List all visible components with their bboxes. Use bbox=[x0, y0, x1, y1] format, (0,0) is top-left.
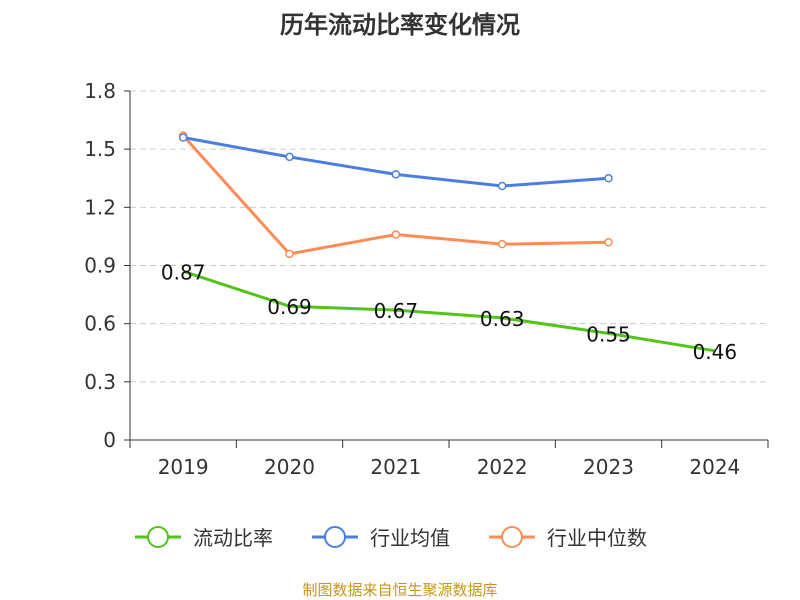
y-tick-label: 0.3 bbox=[84, 370, 116, 394]
legend-label: 流动比率 bbox=[193, 526, 273, 550]
data-point bbox=[604, 174, 613, 183]
data-point bbox=[285, 249, 294, 259]
x-tick-label: 2021 bbox=[370, 455, 421, 479]
y-tick-label: 1.5 bbox=[84, 137, 116, 161]
y-tick-label: 0 bbox=[103, 428, 116, 452]
data-point bbox=[178, 133, 188, 142]
legend-marker bbox=[147, 526, 169, 548]
legend-label: 行业中位数 bbox=[547, 526, 647, 550]
legend-marker bbox=[501, 526, 523, 548]
data-point bbox=[285, 152, 294, 162]
x-tick-label: 2020 bbox=[264, 455, 315, 479]
y-tick-label: 1.8 bbox=[84, 79, 116, 103]
data-point bbox=[497, 181, 507, 191]
x-tick-label: 2022 bbox=[477, 455, 528, 479]
legend-marker bbox=[324, 526, 346, 548]
data-point bbox=[391, 170, 401, 179]
y-tick-label: 0.6 bbox=[84, 312, 116, 336]
x-tick-label: 2024 bbox=[689, 455, 740, 479]
chart-title: 历年流动比率变化情况 bbox=[280, 11, 520, 39]
data-point bbox=[391, 230, 401, 239]
series-line-0 bbox=[182, 269, 716, 353]
data-label: 0.55 bbox=[586, 322, 631, 346]
data-point bbox=[497, 239, 507, 249]
data-label: 0.87 bbox=[161, 260, 206, 284]
y-tick-label: 1.2 bbox=[84, 195, 116, 219]
y-tick-label: 0.9 bbox=[84, 254, 116, 278]
data-label: 0.69 bbox=[267, 295, 312, 319]
x-tick-label: 2019 bbox=[158, 455, 209, 479]
data-label: 0.63 bbox=[480, 307, 525, 331]
data-label: 0.46 bbox=[693, 340, 738, 364]
series-line-1 bbox=[182, 136, 609, 188]
source-note: 制图数据来自恒生聚源数据库 bbox=[302, 581, 497, 599]
legend-label: 行业均值 bbox=[370, 526, 450, 550]
x-tick-label: 2023 bbox=[583, 455, 634, 479]
data-label: 0.67 bbox=[374, 299, 419, 323]
data-point bbox=[604, 237, 613, 247]
